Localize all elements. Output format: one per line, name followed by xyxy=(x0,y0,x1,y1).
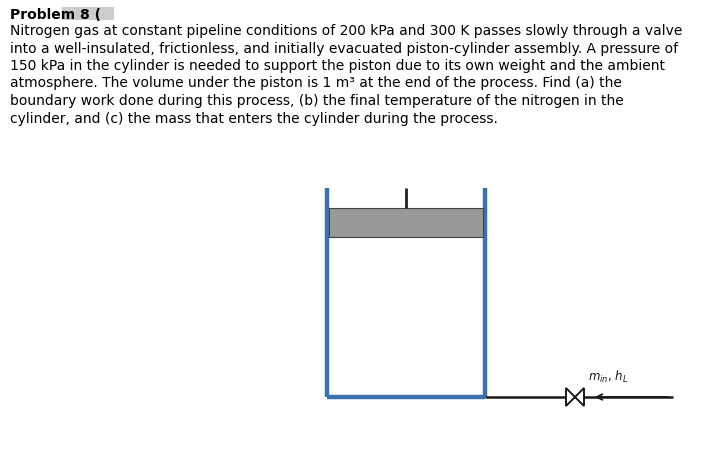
Text: 150 kPa in the cylinder is needed to support the piston due to its own weight an: 150 kPa in the cylinder is needed to sup… xyxy=(10,59,665,73)
Polygon shape xyxy=(575,388,584,406)
Text: cylinder, and (c) the mass that enters the cylinder during the process.: cylinder, and (c) the mass that enters t… xyxy=(10,111,498,125)
Text: into a well-insulated, frictionless, and initially evacuated piston-cylinder ass: into a well-insulated, frictionless, and… xyxy=(10,41,678,55)
Bar xyxy=(62,7,114,20)
Text: Problem 8 (: Problem 8 ( xyxy=(10,8,101,22)
Text: atmosphere. The volume under the piston is 1 m³ at the end of the process. Find : atmosphere. The volume under the piston … xyxy=(10,77,622,91)
Text: boundary work done during this process, (b) the final temperature of the nitroge: boundary work done during this process, … xyxy=(10,94,624,108)
Bar xyxy=(328,208,483,237)
Text: $m_{in}$, $h_L$: $m_{in}$, $h_L$ xyxy=(588,369,629,385)
Polygon shape xyxy=(566,388,575,406)
Text: Nitrogen gas at constant pipeline conditions of 200 kPa and 300 K passes slowly : Nitrogen gas at constant pipeline condit… xyxy=(10,24,683,38)
